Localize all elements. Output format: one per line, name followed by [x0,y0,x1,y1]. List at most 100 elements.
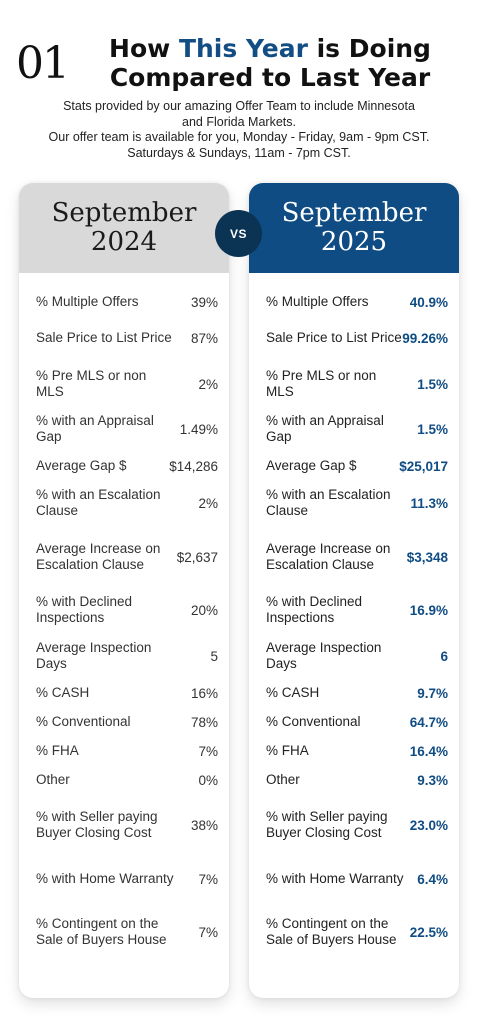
stat-label: Average Inspection Days [266,640,382,671]
stat-label: % FHA [36,743,79,758]
stat-row: % Contingent on the Sale of Buyers House… [249,916,459,948]
stat-value: $3,348 [406,549,448,565]
title-line1-post: is Doing [307,34,431,63]
stat-label: % Pre MLS or non MLS [266,368,377,399]
stat-row: % with Home Warranty 6.4% [249,871,459,887]
stat-value: 38% [190,817,218,833]
card-year: 2025 [320,227,388,257]
stat-row: Other 9.3% [249,772,459,788]
stat-label: Average Increase on Escalation Clause [266,541,391,572]
stat-value: 1.5% [417,421,448,437]
subtitle-line: Saturdays & Sundays, 11am - 7pm CST. [127,145,351,160]
stat-value: 78% [190,714,218,730]
stat-row: Average Increase on Escalation Clause $2,… [19,541,229,573]
subtitle-line: and Florida Markets. [182,114,296,129]
stat-label: % FHA [266,743,309,758]
stat-label: % with Declined Inspections [266,594,363,625]
card-2025: September 2025 % Multiple Offers 40.9% Sal… [249,183,459,998]
stat-value: 2% [198,376,218,392]
stat-row: % with Home Warranty 7% [19,871,229,887]
stat-value: 1.49% [179,421,218,437]
subtitle-line: Stats provided by our amazing Offer Team… [63,99,415,113]
stat-row: % CASH 16% [19,685,229,701]
stat-row: Average Gap $ $14,286 [19,458,229,474]
stat-row: % with an Escalation Clause 2% [19,487,229,519]
stat-label: % Pre MLS or non MLS [36,368,147,399]
stat-row: % Conventional 78% [19,714,229,730]
card-header-2024: September 2024 [19,183,229,273]
stat-row: % Multiple Offers 40.9% [249,294,459,310]
stat-value: 87% [190,330,218,346]
stat-value: 9.3% [417,772,448,788]
stat-label: Average Increase on Escalation Clause [36,541,161,572]
stat-label: % with Home Warranty [36,871,174,886]
subtitle-line: Our offer team is available for you, Mon… [48,130,430,144]
stat-value: 11.3% [410,495,448,511]
stat-value: $14,286 [169,458,218,474]
stat-row: % FHA 7% [19,743,229,759]
stat-label: % CASH [266,685,320,700]
page-header: 01 How This Year is Doing Compared to La… [0,0,478,180]
stat-label: Sale Price to List Price [266,330,402,345]
stat-row: Average Inspection Days 6 [249,640,459,672]
stat-value: 20% [190,602,218,618]
section-number: 01 [16,38,70,89]
stat-label: % Multiple Offers [266,294,369,309]
page-title: How This Year is Doing Compared to Last … [75,34,465,92]
vs-badge: VS [215,210,262,257]
stat-row: % with an Appraisal Gap 1.5% [249,413,459,445]
stat-value: 7% [198,924,218,940]
stat-row: Sale Price to List Price 99.26% [249,330,459,346]
stat-label: Other [36,772,70,787]
stat-label: % Contingent on the Sale of Buyers House [266,916,397,947]
stat-label: % with an Escalation Clause [266,487,391,518]
stat-value: 99.26% [402,330,448,346]
stat-value: 2% [198,495,218,511]
title-highlight: This Year [178,34,308,63]
stat-value: $2,637 [176,549,218,565]
stat-value: 0% [198,772,218,788]
stat-row: Other 0% [19,772,229,788]
stat-label: Other [266,772,300,787]
stat-value: 40.9% [409,294,448,310]
stat-value: 6 [440,648,448,664]
stat-value: 1.5% [417,376,448,392]
stat-value: 22.5% [409,924,448,940]
stat-row: % Pre MLS or non MLS 1.5% [249,368,459,400]
stat-label: % with an Appraisal Gap [266,413,384,444]
card-header-2025: September 2025 [249,183,459,273]
stat-row: % CASH 9.7% [249,685,459,701]
stat-label: % Conventional [36,714,131,729]
stat-row: % Pre MLS or non MLS 2% [19,368,229,400]
stat-row: % with Seller paying Buyer Closing Cost 2… [249,809,459,841]
card-2024: September 2024 % Multiple Offers 39% Sale … [19,183,229,998]
stat-label: % Contingent on the Sale of Buyers House [36,916,167,947]
stat-value: 16% [190,685,218,701]
stat-row: Sale Price to List Price 87% [19,330,229,346]
stat-label: % with an Appraisal Gap [36,413,154,444]
stat-row: % with Declined Inspections 16.9% [249,594,459,626]
stat-label: % with Seller paying Buyer Closing Cost [36,809,158,840]
stat-label: Average Inspection Days [36,640,152,671]
stat-row: % with Seller paying Buyer Closing Cost 3… [19,809,229,841]
stat-row: % FHA 16.4% [249,743,459,759]
stat-label: % with Declined Inspections [36,594,133,625]
stat-row: % Contingent on the Sale of Buyers House… [19,916,229,948]
stat-value: 6.4% [417,871,448,887]
stat-value: 7% [198,743,218,759]
stat-value: 64.7% [409,714,448,730]
stat-label: % with Home Warranty [266,871,404,886]
title-line2: Compared to Last Year [109,63,431,92]
stat-value: 5 [210,648,218,664]
stat-row: % Multiple Offers 39% [19,294,229,310]
stat-label: % Multiple Offers [36,294,139,309]
stat-value: 39% [190,294,218,310]
stat-label: Average Gap $ [266,458,357,473]
stat-row: Average Inspection Days 5 [19,640,229,672]
stat-row: Average Increase on Escalation Clause $3,… [249,541,459,573]
stat-value: 16.9% [409,602,448,618]
stat-label: % with an Escalation Clause [36,487,161,518]
stat-value: 7% [198,871,218,887]
card-month: September [51,198,197,228]
stat-row: % with Declined Inspections 20% [19,594,229,626]
